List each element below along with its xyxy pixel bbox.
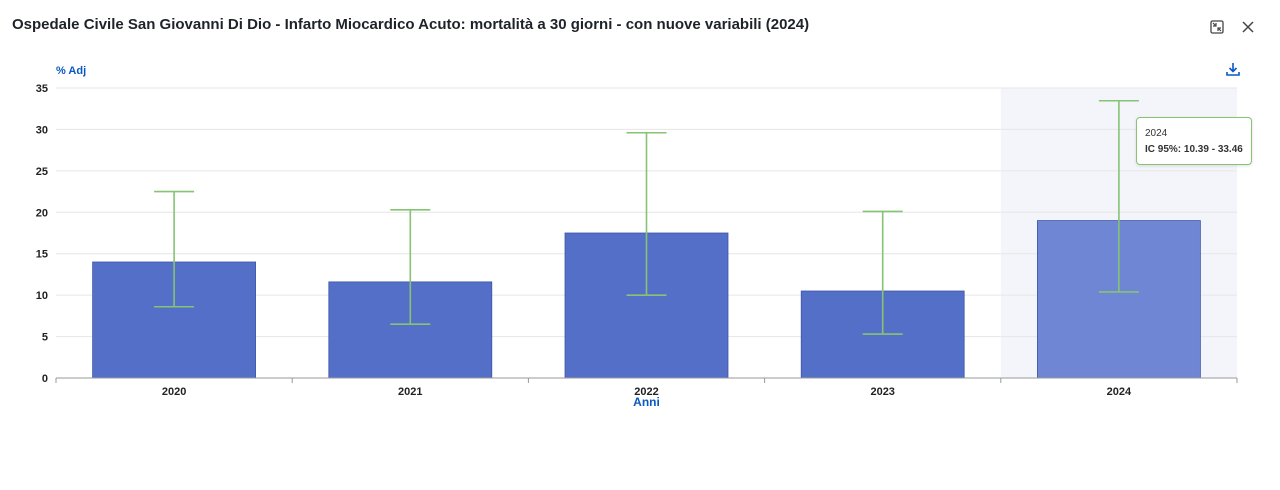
tooltip-title: 2024 [1145,128,1168,139]
y-tick-label: 15 [36,249,48,261]
chart-area: 0 5 10 15 20 25 30 35 % Adj 2020 2021 2022 2023 2024 A… [0,54,1280,424]
x-tick-label: 2022 [634,386,658,398]
x-tick-label: 2024 [1107,386,1132,398]
x-tick-label: 2021 [398,386,422,398]
close-icon[interactable] [1238,17,1258,37]
y-tick-label: 25 [36,166,48,178]
bar-chart: 0 5 10 15 20 25 30 35 % Adj 2020 2021 2022 2023 2024 A… [36,65,1238,409]
y-tick-label: 10 [36,290,48,302]
tooltip-confidence-interval: IC 95%: 10.39 - 33.46 [1145,144,1243,155]
y-tick-label: 0 [42,373,48,385]
download-icon[interactable] [1223,59,1243,79]
y-tick-label: 20 [36,207,48,219]
y-axis-label: % Adj [56,65,86,77]
chart-tooltip: 2024 IC 95%: 10.39 - 33.46 [1136,117,1252,165]
y-tick-label: 5 [42,332,48,344]
x-tick-label: 2023 [870,386,894,398]
x-tick-label: 2020 [162,386,186,398]
y-tick-label: 35 [36,83,48,95]
x-axis-label: Anni [633,395,660,409]
y-tick-label: 30 [36,124,48,136]
collapse-icon[interactable] [1207,17,1227,37]
dialog-title: Ospedale Civile San Giovanni Di Dio - In… [12,16,810,33]
